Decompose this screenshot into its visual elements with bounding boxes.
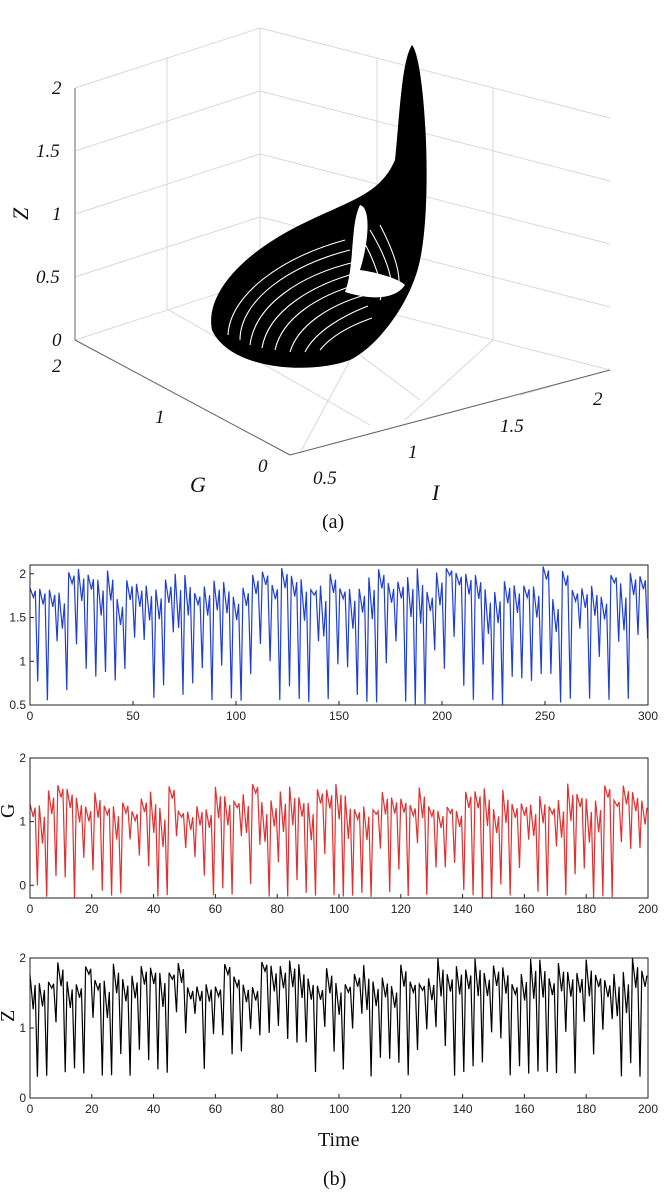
i-tick-0.5: 0.5: [313, 468, 337, 489]
ytick-label-b1-0.5: 0.5: [9, 698, 26, 712]
xtick-label-b3-160: 160: [514, 1102, 534, 1116]
ytick-label-b3-1: 1: [19, 1021, 26, 1035]
g-tick-2: 2: [52, 356, 62, 377]
xtick-label-b2-120: 120: [391, 902, 411, 916]
z-tick-0.5: 0.5: [36, 267, 60, 288]
ylabel-b2: G: [0, 804, 19, 818]
g-axis-label: G: [190, 472, 206, 497]
xtick-label-b1-200: 200: [432, 709, 452, 723]
xtick-label-b3-140: 140: [453, 1102, 473, 1116]
xtick-label-b1-100: 100: [226, 709, 246, 723]
caption-b: (b): [323, 1168, 346, 1190]
ylabel-b3: Z: [0, 1010, 19, 1022]
xtick-label-b2-180: 180: [576, 902, 596, 916]
series-line-b2: [29, 783, 648, 898]
attractor: [211, 45, 427, 368]
xtick-label-b2-80: 80: [271, 902, 285, 916]
g-tick-1: 1: [155, 407, 165, 428]
xlabel-time: Time: [318, 1129, 360, 1151]
xtick-label-b2-40: 40: [147, 902, 161, 916]
xtick-label-b1-150: 150: [329, 709, 349, 723]
xtick-label-b3-200: 200: [638, 1102, 658, 1116]
xtick-label-b3-180: 180: [576, 1102, 596, 1116]
ytick-label-b2-2: 2: [19, 751, 26, 765]
xtick-label-b1-300: 300: [638, 709, 658, 723]
i-axis-label: I: [431, 480, 441, 505]
z-tick-1.5: 1.5: [36, 141, 60, 162]
series-line-b1: [29, 566, 649, 705]
xtick-label-b1-0: 0: [27, 709, 34, 723]
xtick-label-b3-0: 0: [27, 1102, 34, 1116]
i-tick-1.5: 1.5: [500, 416, 524, 437]
attractor-shell: [211, 45, 427, 368]
xtick-label-b1-250: 250: [535, 709, 555, 723]
xtick-label-b2-200: 200: [638, 902, 658, 916]
xtick-label-b3-80: 80: [271, 1102, 285, 1116]
panel-b3: 0 20 40 60 80 100 120 140 160 180 200 0 1 2: [19, 951, 658, 1116]
series-line-b3: [29, 958, 648, 1077]
xtick-label-b2-20: 20: [85, 902, 99, 916]
attractor-white-orbits: [227, 224, 400, 353]
attractor-white-band: [345, 205, 405, 298]
xtick-label-b2-0: 0: [27, 902, 34, 916]
xtick-label-b2-160: 160: [514, 902, 534, 916]
xtick-label-b3-60: 60: [209, 1102, 223, 1116]
z-tick-0: 0: [52, 330, 62, 351]
xtick-label-b1-50: 50: [126, 709, 140, 723]
xtick-label-b2-140: 140: [453, 902, 473, 916]
ytick-label-b1-1.5: 1.5: [9, 611, 26, 625]
g-tick-0: 0: [258, 456, 268, 477]
xtick-label-b2-60: 60: [209, 902, 223, 916]
z-axis-label: Z: [8, 207, 33, 220]
ytick-label-b2-0: 0: [19, 878, 26, 892]
panel-b1: 0 50 100 150 200 250 300 0.5 1 1.5 2: [9, 564, 658, 723]
ytick-label-b3-2: 2: [19, 951, 26, 965]
ytick-label-b2-1: 1: [19, 815, 26, 829]
xtick-label-b3-20: 20: [85, 1102, 99, 1116]
xtick-label-b3-120: 120: [391, 1102, 411, 1116]
ytick-label-b3-0: 0: [19, 1091, 26, 1105]
i-tick-2: 2: [593, 389, 603, 410]
panel-b2: 0 20 40 60 80 100 120 140 160 180 200 0 1 2: [19, 751, 658, 916]
xtick-label-b3-100: 100: [329, 1102, 349, 1116]
xtick-label-b3-40: 40: [147, 1102, 161, 1116]
xtick-label-b2-100: 100: [329, 902, 349, 916]
z-tick-1: 1: [52, 204, 62, 225]
z-tick-2: 2: [52, 78, 62, 99]
panel-a-3d-plot: 0 0.5 1 1.5 2 Z 2 1 0 G 0.5 1 1.5 2 I (a…: [8, 27, 611, 533]
i-tick-1: 1: [408, 442, 418, 463]
caption-a: (a): [322, 511, 344, 533]
ytick-label-b1-1: 1: [19, 654, 26, 668]
ytick-label-b1-2: 2: [19, 567, 26, 581]
